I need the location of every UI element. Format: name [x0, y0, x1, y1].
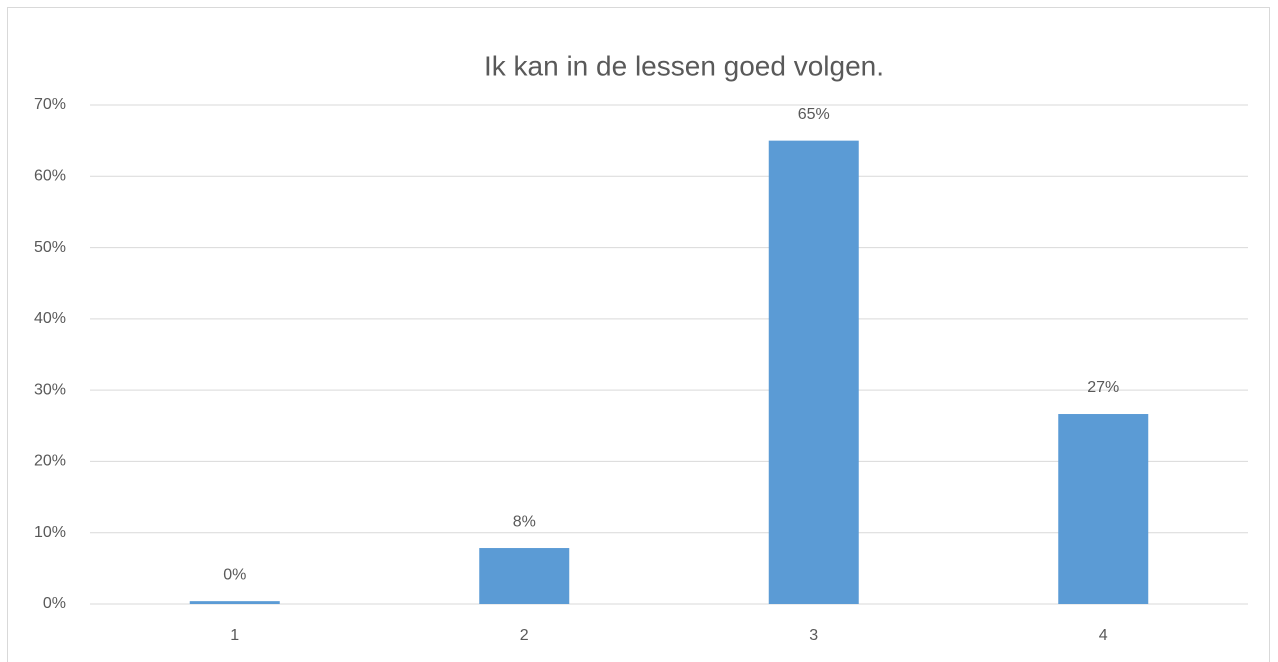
x-tick-label: 3 — [809, 627, 818, 644]
x-tick-label: 2 — [520, 627, 529, 644]
bar — [479, 548, 570, 604]
x-tick-label: 1 — [230, 627, 239, 644]
y-tick-label: 10% — [34, 524, 66, 541]
y-tick-label: 30% — [34, 381, 66, 398]
bar — [189, 601, 280, 604]
y-tick-label: 20% — [34, 453, 66, 470]
y-tick-label: 70% — [34, 96, 66, 113]
chart-title: Ik kan in de lessen goed volgen. — [484, 50, 884, 81]
data-label: 8% — [513, 513, 536, 530]
data-label: 0% — [223, 566, 246, 583]
bar — [1058, 414, 1149, 604]
y-tick-label: 60% — [34, 168, 66, 185]
y-tick-label: 0% — [43, 595, 66, 612]
y-tick-label: 50% — [34, 239, 66, 256]
data-label: 65% — [798, 106, 830, 123]
y-tick-label: 40% — [34, 310, 66, 327]
data-label: 27% — [1087, 379, 1119, 396]
bar — [768, 140, 859, 604]
x-tick-label: 4 — [1099, 627, 1108, 644]
